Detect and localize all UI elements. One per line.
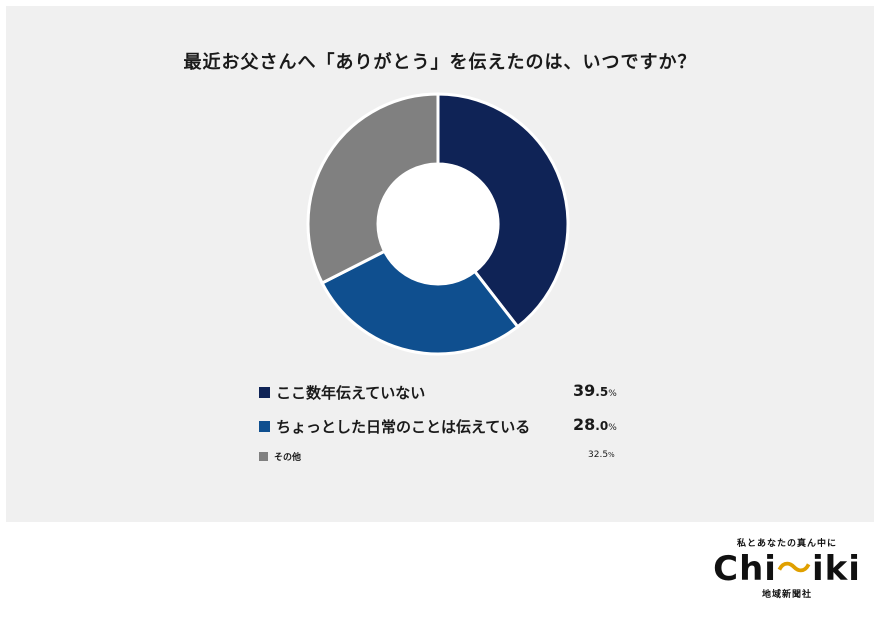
legend-value-unit-2: % — [608, 451, 615, 459]
legend-value-int-1: 28 — [573, 415, 596, 434]
logo-smile-icon: 〜 — [776, 549, 812, 589]
legend-item-2: その他 — [259, 450, 301, 463]
logo-wordmark-right: iki — [811, 549, 861, 589]
legend-value-2: 32.5% — [588, 450, 615, 460]
legend-label-2: その他 — [274, 453, 302, 463]
legend-item-1: ちょっとした日常のことは伝えている — [259, 416, 530, 437]
chart-title: 最近お父さんへ「ありがとう」を伝えたのは、いつですか？ — [183, 52, 697, 73]
legend-value-dec-1: .0 — [595, 419, 609, 433]
legend-value-dec-2: .5 — [599, 450, 609, 460]
legend-value-int-0: 39 — [573, 381, 596, 400]
legend-label-0: ここ数年伝えていない — [276, 384, 426, 402]
legend-label-1: ちょっとした日常のことは伝えている — [276, 418, 531, 436]
donut-hole — [378, 164, 498, 284]
brand-logo: 私とあなたの真ん中に Chi〜iki 地域新聞社 — [712, 536, 862, 600]
legend-swatch-0 — [259, 387, 270, 398]
legend-value-1: 28.0% — [573, 415, 617, 434]
legend-value-unit-1: % — [608, 423, 617, 433]
legend-item-0: ここ数年伝えていない — [259, 382, 425, 403]
legend-value-unit-0: % — [608, 389, 617, 399]
logo-wordmark-left: Chi — [713, 549, 777, 589]
logo-wordmark: Chi〜iki — [712, 551, 862, 587]
logo-tagline: 私とあなたの真ん中に — [736, 539, 837, 549]
legend-value-dec-0: .5 — [595, 385, 609, 399]
logo-company-name: 地域新聞社 — [761, 590, 812, 600]
legend-value-0: 39.5% — [573, 381, 617, 400]
legend-swatch-1 — [259, 421, 270, 432]
legend-swatch-2 — [259, 452, 268, 461]
legend-value-int-2: 32 — [588, 450, 600, 460]
